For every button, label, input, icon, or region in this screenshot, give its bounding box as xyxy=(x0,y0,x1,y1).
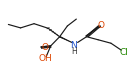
Text: O: O xyxy=(97,21,104,30)
Text: OH: OH xyxy=(38,54,52,63)
Text: N: N xyxy=(70,41,77,50)
Text: Cl: Cl xyxy=(119,48,128,57)
Polygon shape xyxy=(59,36,72,42)
Text: H: H xyxy=(71,47,77,56)
Text: O: O xyxy=(41,43,48,52)
